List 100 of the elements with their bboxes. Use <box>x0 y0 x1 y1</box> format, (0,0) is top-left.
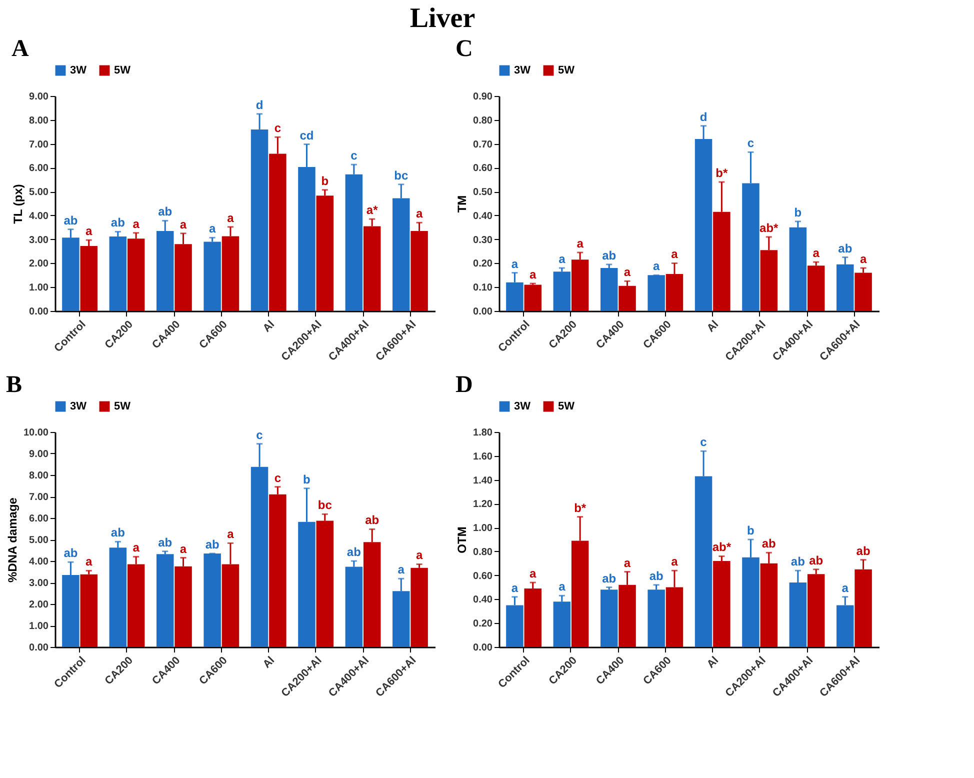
data-label: a <box>180 542 187 556</box>
data-label: a <box>652 259 660 274</box>
data-label: ab <box>602 248 616 262</box>
bar <box>807 574 825 647</box>
y-tick-label: 0.00 <box>29 306 49 318</box>
data-label: b* <box>574 500 586 515</box>
data-label: a <box>511 256 518 271</box>
y-tick-label: 2.00 <box>29 258 49 270</box>
bar <box>648 275 665 311</box>
data-label: a <box>416 206 423 221</box>
legend-label: 5W <box>114 64 132 77</box>
y-tick-label: 0.60 <box>473 163 493 174</box>
data-label: b* <box>716 166 728 180</box>
data-label: a <box>558 252 566 266</box>
data-label: b <box>321 174 329 188</box>
data-label: a <box>624 265 631 280</box>
y-tick-label: 8.00 <box>29 115 49 126</box>
data-label: a <box>812 246 820 260</box>
data-label: bc <box>394 168 408 182</box>
data-label: ab <box>762 536 776 551</box>
y-tick-label: 0.00 <box>473 306 493 318</box>
data-label: c <box>274 470 282 485</box>
data-label: a <box>416 548 423 562</box>
data-label: ab <box>64 546 78 560</box>
y-tick-label: 5.00 <box>29 535 49 546</box>
y-tick-label: 4.00 <box>29 210 49 222</box>
legend-label: 3W <box>514 64 532 77</box>
data-label: a <box>576 236 584 250</box>
bar <box>109 236 127 311</box>
bar <box>204 242 221 311</box>
data-label: a* <box>366 203 378 218</box>
data-label: d <box>700 110 708 124</box>
data-label: a <box>511 580 518 595</box>
y-tick-label: 7.00 <box>29 139 49 150</box>
y-tick-label: 1.20 <box>473 499 493 510</box>
bar <box>80 574 98 647</box>
y-tick-label: 7.00 <box>29 492 49 503</box>
legend-label: 3W <box>514 400 532 413</box>
data-label: a <box>671 554 678 569</box>
y-tick-label: 0.50 <box>473 187 493 198</box>
data-label: c <box>747 136 754 150</box>
data-label: a <box>842 580 849 595</box>
bar <box>204 553 221 647</box>
data-label: a <box>530 566 537 580</box>
y-tick-label: 6.00 <box>29 514 49 524</box>
bar <box>410 568 428 647</box>
y-axis-title: OTM <box>455 526 470 554</box>
data-label: b <box>794 205 802 220</box>
x-tick-label: Al <box>260 318 278 335</box>
chart-title: B <box>6 372 22 398</box>
y-tick-label: 0.40 <box>473 210 493 222</box>
data-label: a <box>671 247 678 262</box>
data-label: cd <box>300 128 314 142</box>
y-tick-label: 1.60 <box>473 451 493 462</box>
y-tick-label: 0.30 <box>473 234 493 246</box>
y-tick-label: 1.00 <box>29 621 49 632</box>
x-tick-label: Al <box>704 318 722 335</box>
bar <box>618 286 636 311</box>
data-label: ab <box>602 571 616 586</box>
y-tick-label: 1.00 <box>29 282 49 294</box>
y-axis-title: %DNA damage <box>5 497 20 582</box>
data-label: ab <box>158 204 172 219</box>
y-tick-label: 9.00 <box>29 449 49 460</box>
y-tick-label: 9.00 <box>29 92 49 102</box>
data-label: a <box>860 252 867 266</box>
data-label: ab <box>809 553 824 568</box>
bar <box>553 272 571 311</box>
data-label: a <box>227 210 234 225</box>
data-label: bc <box>318 498 332 512</box>
y-tick-label: 1.00 <box>473 523 493 534</box>
data-label: a <box>398 562 405 577</box>
y-tick-label: 2.00 <box>29 600 49 610</box>
data-label: c <box>274 121 282 136</box>
y-tick-label: 0.10 <box>473 282 493 294</box>
y-tick-label: 8.00 <box>29 470 49 482</box>
y-tick-label: 0.90 <box>473 92 493 102</box>
legend-label: 5W <box>114 400 132 413</box>
data-label: ab* <box>712 540 732 554</box>
legend-label: 5W <box>558 64 576 77</box>
data-label: a <box>180 217 187 232</box>
y-tick-label: 10.00 <box>23 428 49 438</box>
y-tick-label: 0.20 <box>473 618 493 630</box>
data-label: ab <box>649 568 664 583</box>
data-label: ab <box>110 526 125 540</box>
legend-label: 3W <box>70 64 88 77</box>
bar <box>600 268 618 311</box>
data-label: b <box>303 472 310 486</box>
y-tick-label: 6.00 <box>29 163 49 174</box>
bar <box>807 266 825 311</box>
y-tick-label: 0.00 <box>473 642 493 654</box>
y-tick-label: 0.40 <box>473 594 493 606</box>
data-label: a <box>558 580 566 594</box>
x-tick-label: Al <box>260 654 278 671</box>
data-label: ab <box>346 545 361 559</box>
y-tick-label: 0.80 <box>473 546 493 558</box>
chart-title: C <box>456 36 473 62</box>
legend-label: 5W <box>558 400 576 413</box>
bar <box>648 590 665 647</box>
data-label: b <box>747 524 754 538</box>
y-tick-label: 3.00 <box>29 234 49 246</box>
